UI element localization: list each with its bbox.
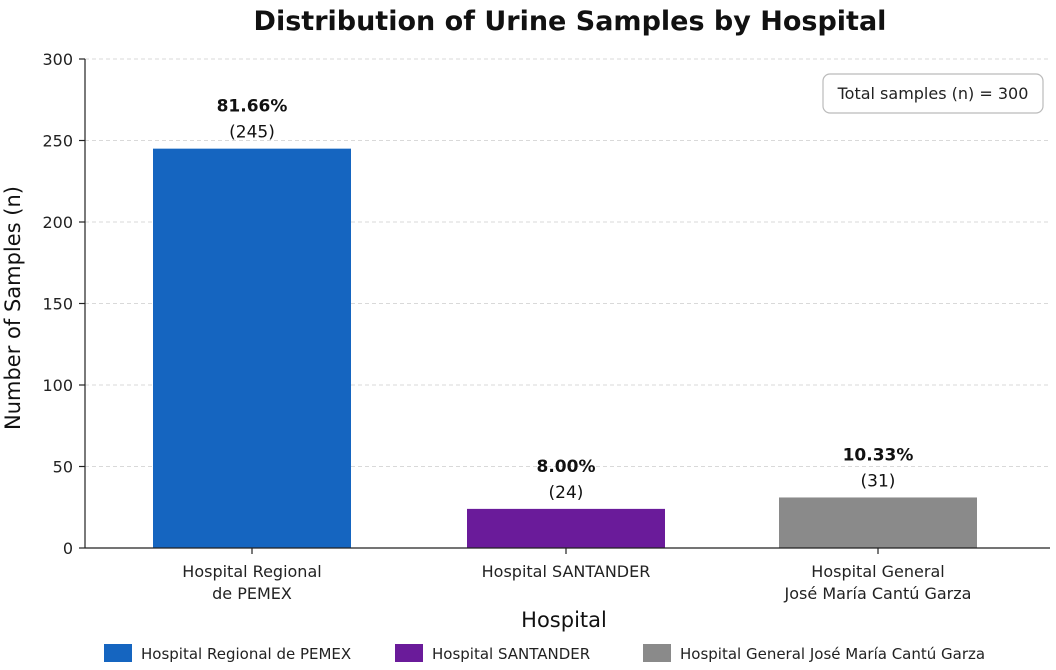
data-label-count: (31) [861, 471, 896, 491]
bar [779, 497, 977, 548]
legend-swatch [395, 644, 423, 662]
chart-title: Distribution of Urine Samples by Hospita… [254, 6, 887, 37]
annotation-text: Total samples (n) = 300 [837, 84, 1029, 103]
data-label-percent: 81.66% [217, 97, 288, 117]
data-label-percent: 10.33% [843, 445, 914, 465]
data-label-percent: 8.00% [537, 457, 596, 477]
legend-swatch [104, 644, 132, 662]
legend-swatch [643, 644, 671, 662]
total-annotation: Total samples (n) = 300 [822, 73, 1044, 114]
y-tick-label: 50 [53, 458, 73, 477]
y-tick-label: 300 [42, 50, 73, 69]
y-axis-label: Number of Samples (n) [1, 186, 25, 430]
bar [467, 508, 665, 548]
x-tick-label: Hospital Regional [182, 562, 321, 581]
x-tick-label: Hospital SANTANDER [482, 562, 651, 581]
annotation-box [822, 73, 1044, 114]
x-tick-label: de PEMEX [212, 584, 292, 603]
legend-label: Hospital SANTANDER [432, 645, 590, 663]
data-label-count: (245) [229, 123, 275, 143]
y-tick-label: 0 [63, 539, 73, 558]
y-tick-label: 150 [42, 295, 73, 314]
x-tick-label: José María Cantú Garza [784, 584, 972, 603]
legend-label: Hospital General José María Cantú Garza [680, 645, 985, 663]
bar [153, 148, 351, 548]
x-axis-label: Hospital [521, 608, 607, 632]
y-tick-label: 250 [42, 132, 73, 151]
y-tick-label: 100 [42, 376, 73, 395]
data-label-count: (24) [549, 483, 584, 503]
y-tick-label: 200 [42, 213, 73, 232]
legend-label: Hospital Regional de PEMEX [141, 645, 351, 663]
x-tick-label: Hospital General [811, 562, 944, 581]
